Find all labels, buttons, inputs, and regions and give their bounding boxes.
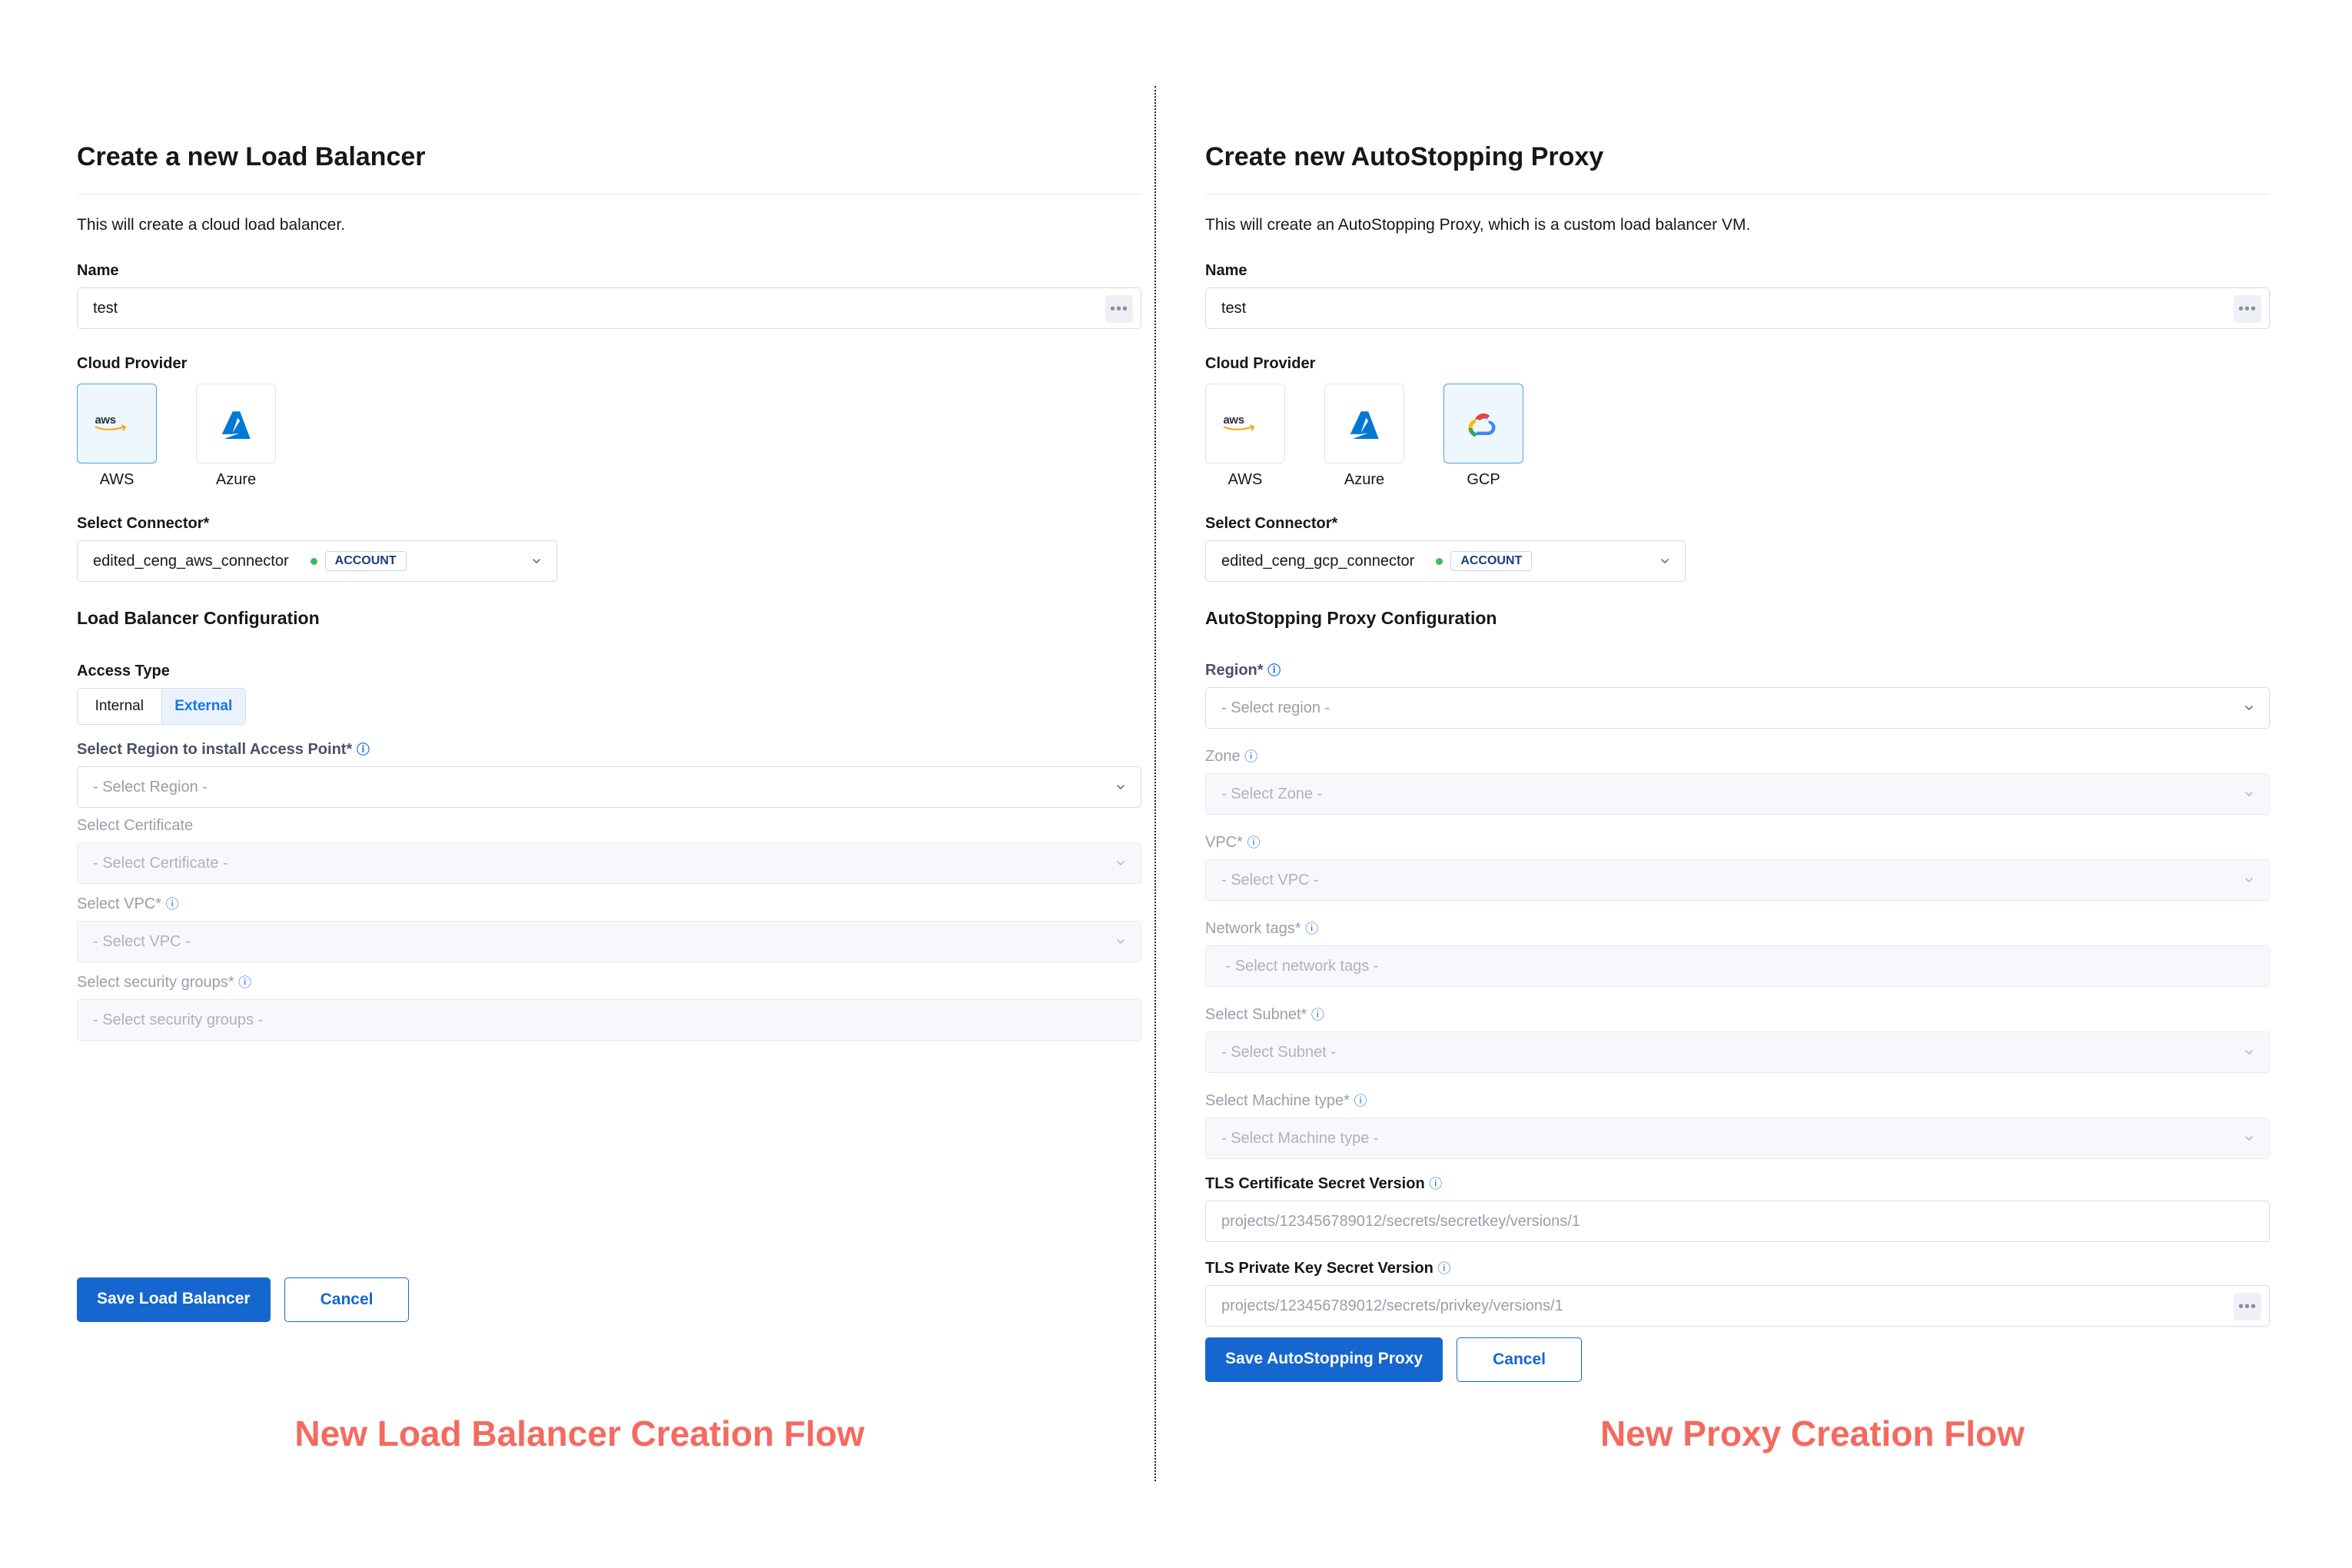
svg-text:aws: aws [95,414,115,427]
svg-text:aws: aws [1223,414,1244,427]
